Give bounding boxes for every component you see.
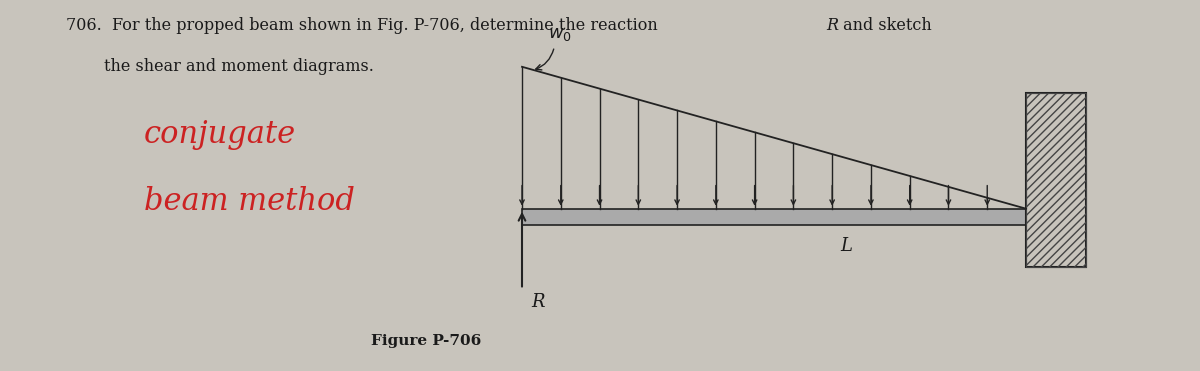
Text: Figure P-706: Figure P-706 <box>371 334 481 348</box>
Text: the shear and moment diagrams.: the shear and moment diagrams. <box>104 58 374 75</box>
Text: L: L <box>840 237 852 255</box>
Text: $w_0$: $w_0$ <box>548 24 572 43</box>
Text: 706.  For the propped beam shown in Fig. P-706, determine the reaction: 706. For the propped beam shown in Fig. … <box>66 17 662 34</box>
Text: and sketch: and sketch <box>838 17 931 34</box>
Text: R: R <box>532 293 545 311</box>
Text: R: R <box>827 17 839 34</box>
Bar <box>1026 93 1086 267</box>
FancyBboxPatch shape <box>522 209 1026 226</box>
Bar <box>1026 93 1086 267</box>
Text: beam method: beam method <box>144 186 355 217</box>
Text: conjugate: conjugate <box>144 119 296 150</box>
